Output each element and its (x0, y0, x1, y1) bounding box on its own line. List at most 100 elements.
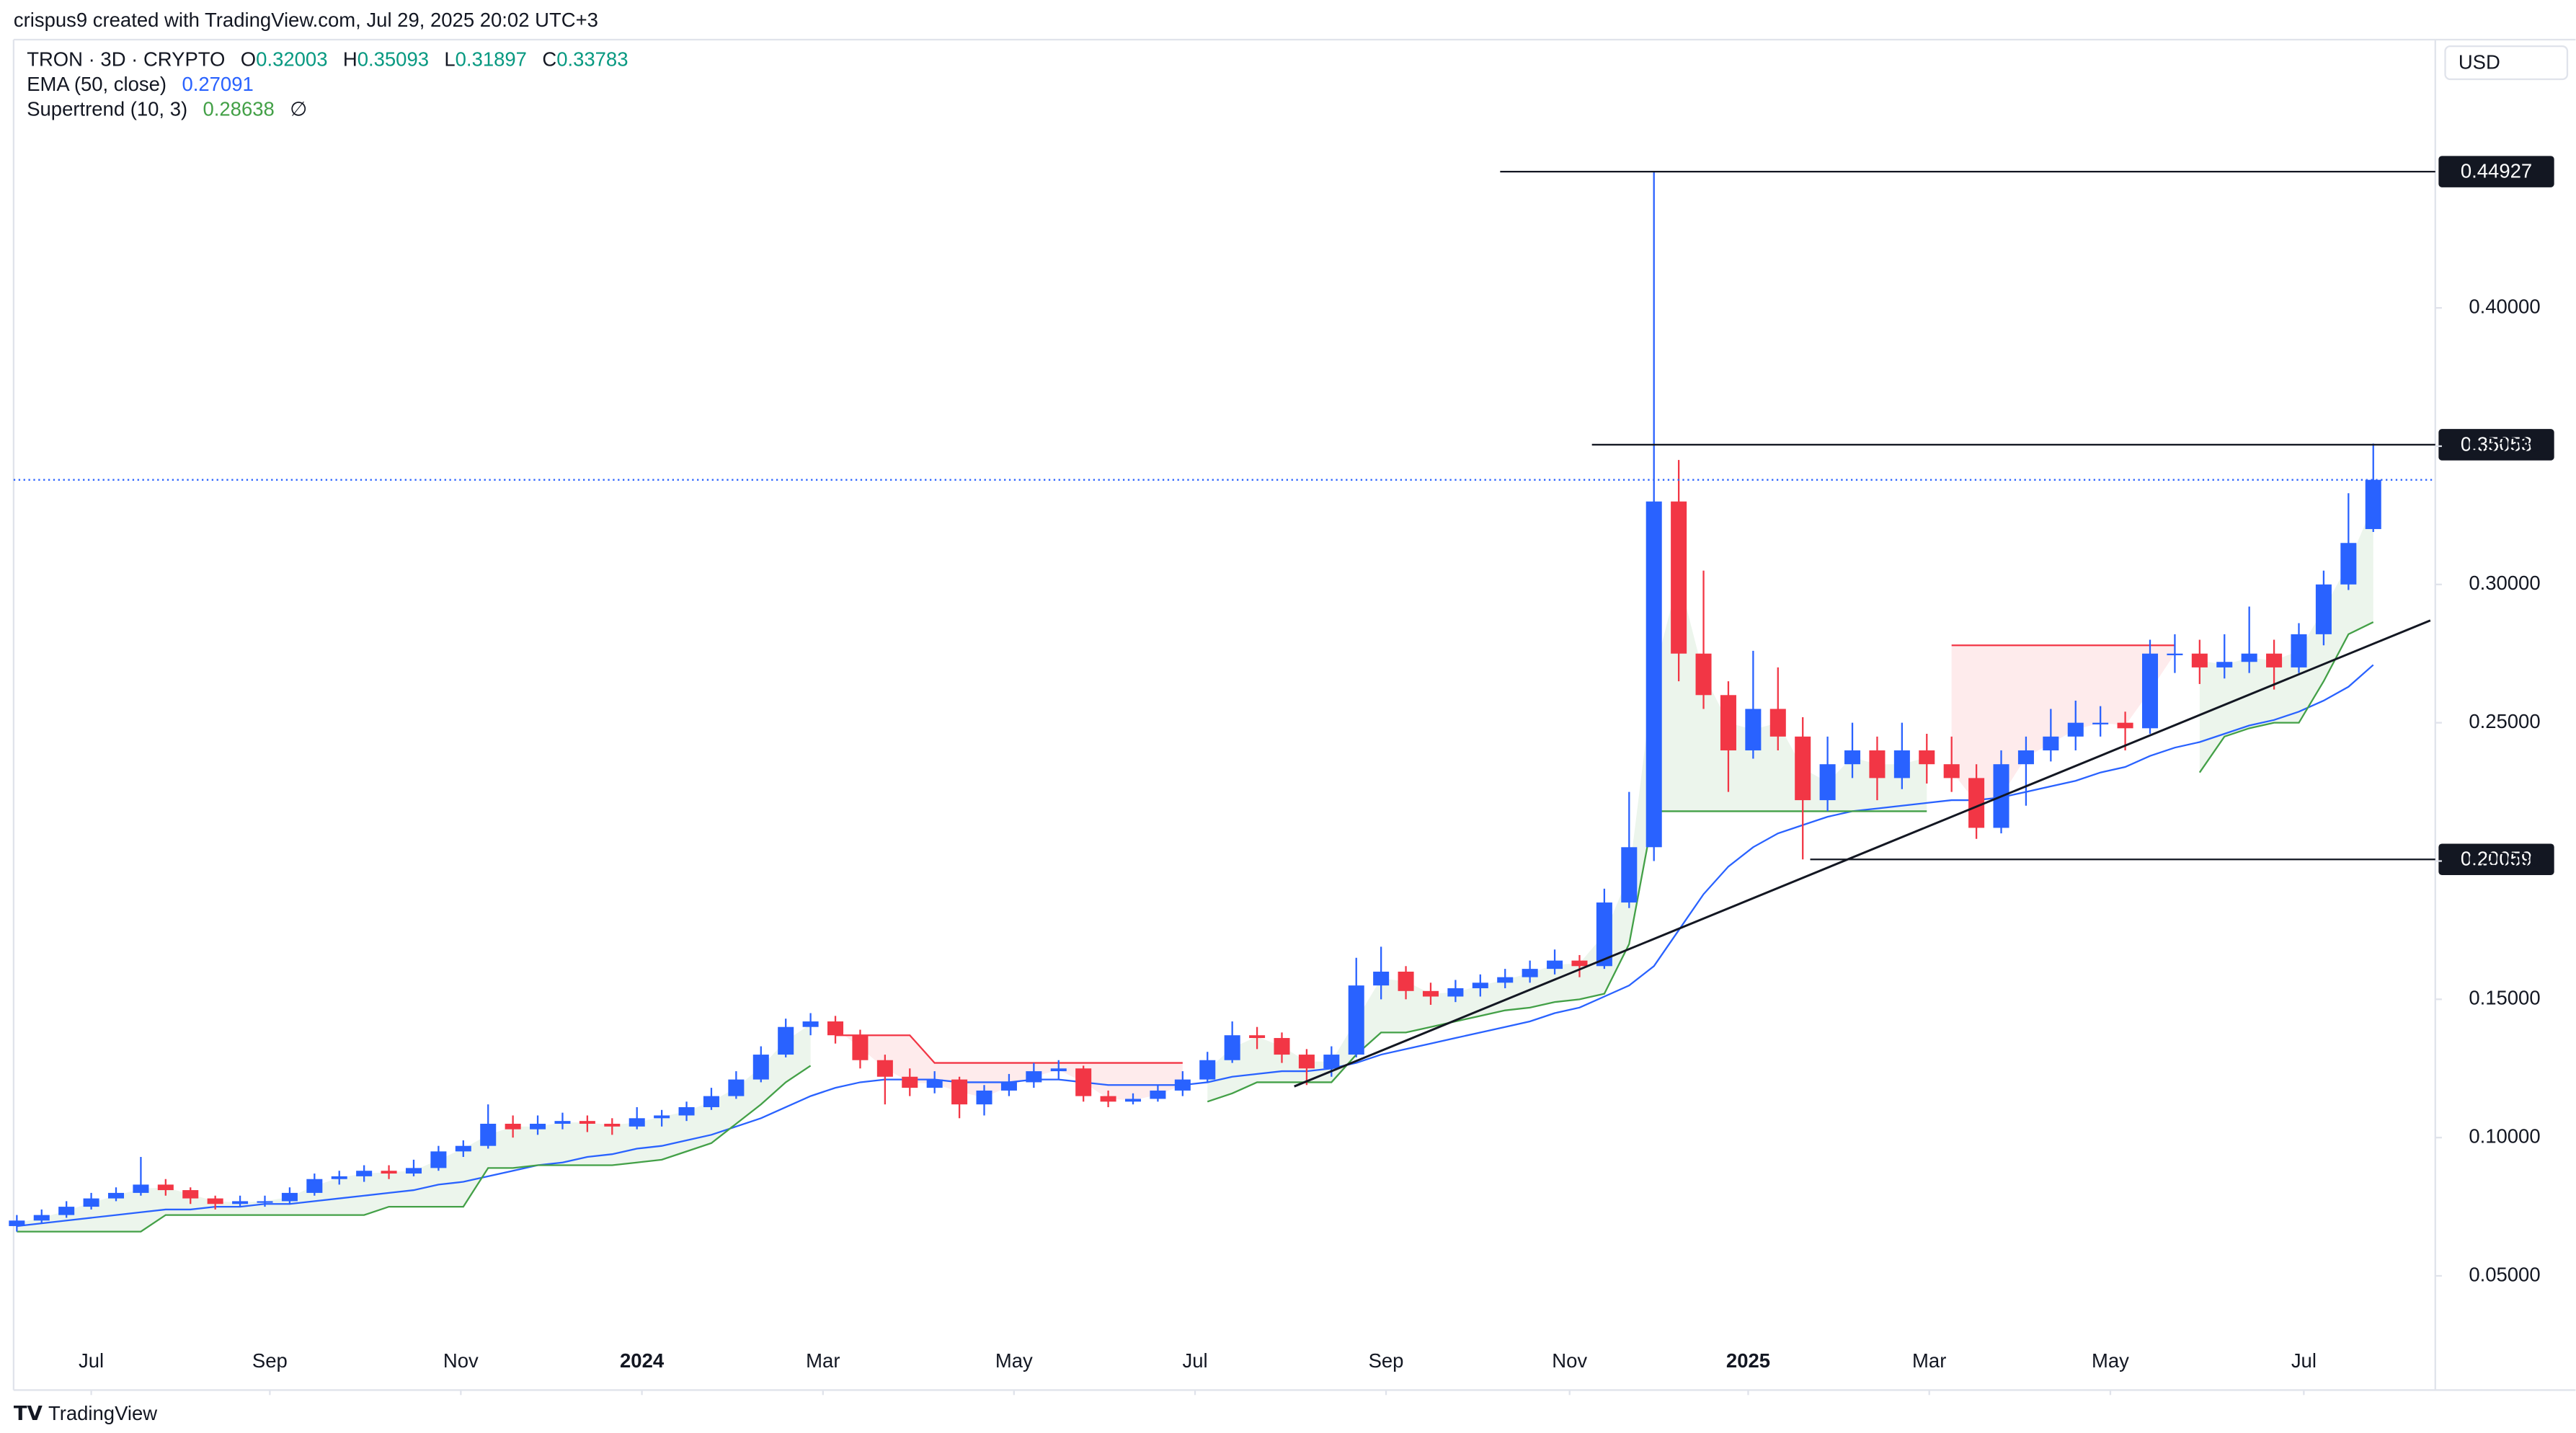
brand: TradingView (48, 1402, 157, 1424)
candle-body (1571, 960, 1588, 967)
symbol-line: TRON · 3D · CRYPTO O0.32003 H0.35093 L0.… (27, 48, 628, 71)
candle-body (9, 1220, 25, 1226)
level-label-box (2438, 156, 2554, 187)
ohlc-value: 0.35093 (357, 48, 429, 71)
candle-body (1497, 977, 1514, 983)
currency-button[interactable] (2444, 45, 2569, 81)
candle-body (1869, 750, 1886, 778)
candle-body (579, 1121, 595, 1124)
candle-body (58, 1207, 75, 1215)
x-tick-label: Mar (1912, 1349, 1946, 1372)
candle-body (505, 1123, 521, 1130)
candle-body (2067, 722, 2084, 737)
supertrend-value: 0.28638 (203, 98, 275, 120)
supertrend_down-fill (1951, 645, 2175, 803)
ohlc-value: 0.31897 (456, 48, 527, 71)
candle-body (926, 1079, 943, 1088)
candle-body (1150, 1090, 1166, 1099)
candles-layer (9, 172, 2381, 1232)
x-tick-label: Nov (443, 1349, 479, 1372)
y-tick-label: 0.20000 (2469, 848, 2540, 871)
footer: 𝗧𝗩 TradingView (14, 1402, 157, 1424)
level-label: 0.44927 (2461, 160, 2532, 182)
candle-body (1398, 971, 1414, 991)
candle-body (405, 1168, 422, 1174)
candle-body (1547, 960, 1563, 970)
candle-body (1348, 985, 1364, 1055)
candle-body (1026, 1071, 1042, 1083)
candle-body (1522, 969, 1538, 977)
candle-body (1100, 1096, 1116, 1102)
candle-body (33, 1215, 50, 1221)
candle-body (1769, 709, 1786, 737)
candle-body (83, 1198, 99, 1207)
candle-body (1844, 750, 1861, 765)
candle-body (1422, 990, 1439, 997)
candle-body (2017, 750, 2034, 765)
candle-body (182, 1190, 199, 1199)
candle-body (2141, 653, 2159, 729)
candle-body (654, 1115, 670, 1119)
candle-body (306, 1179, 323, 1193)
credit: crispus9 created with TradingView.com, J… (14, 9, 598, 31)
candle-body (430, 1151, 447, 1168)
candle-body (802, 1021, 819, 1027)
currency[interactable]: USD (2459, 50, 2500, 73)
candle-body (2092, 722, 2109, 724)
candle-body (157, 1184, 174, 1191)
candle-body (1323, 1055, 1340, 1069)
y-tick-label: 0.30000 (2469, 572, 2540, 594)
candle-body (1695, 653, 1712, 696)
candle-body (2167, 653, 2183, 656)
ohlc-label: L (444, 48, 455, 71)
ohlc-label: H (343, 48, 357, 71)
level-label: 0.20059 (2461, 848, 2532, 870)
candle-body (281, 1192, 298, 1202)
ema-line: EMA (50, close) 0.27091 (27, 73, 254, 95)
candle-body (951, 1079, 968, 1105)
candle-body (752, 1055, 769, 1080)
candle-body (554, 1121, 571, 1124)
candle-body (2315, 584, 2332, 634)
candle-body (480, 1123, 497, 1146)
candle-body (703, 1096, 719, 1107)
candle-body (2266, 653, 2283, 667)
candle-body (455, 1145, 471, 1152)
supertrend_up-fill (2199, 504, 2373, 773)
y-tick-label: 0.35000 (2469, 433, 2540, 456)
candle-body (1224, 1035, 1240, 1060)
y-tick-label: 0.10000 (2469, 1124, 2540, 1147)
x-tick-label: 2024 (620, 1349, 665, 1372)
candle-body (257, 1201, 273, 1203)
symbol: TRON · 3D · CRYPTO (27, 48, 225, 71)
candle-body (1621, 847, 1638, 903)
candle-body (2191, 653, 2208, 667)
candle-body (1174, 1079, 1191, 1091)
candle-body (728, 1079, 745, 1096)
level-label-box (2438, 429, 2554, 461)
ohlc-value: 0.33783 (556, 48, 628, 71)
x-tick-label: May (995, 1349, 1033, 1372)
y-tick-label: 0.25000 (2469, 710, 2540, 732)
candle-body (1671, 501, 1687, 654)
candle-body (232, 1201, 249, 1204)
y-tick-label: 0.15000 (2469, 987, 2540, 1009)
ema-label: EMA (50, close) (27, 73, 166, 95)
level-label-box (2438, 843, 2554, 875)
candle-body (1943, 764, 1960, 778)
candle-body (381, 1171, 397, 1174)
supertrend-label: Supertrend (10, 3) (27, 98, 187, 120)
candle-body (1596, 902, 1612, 967)
candle-body (1919, 750, 1935, 765)
trendline (1294, 619, 2431, 1088)
supertrend-icon[interactable]: ∅ (290, 98, 307, 120)
x-tick-label: Jul (1182, 1349, 1207, 1372)
ema-value: 0.27091 (182, 73, 253, 95)
candle-body (2216, 662, 2233, 667)
candle-body (2291, 634, 2307, 667)
candle-body (604, 1123, 621, 1127)
supertrend-down-line (835, 644, 2175, 1064)
